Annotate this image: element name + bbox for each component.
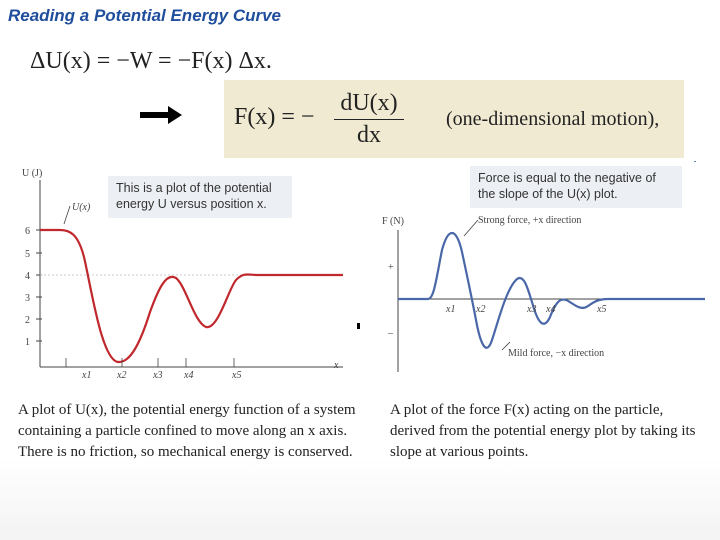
force-curve <box>398 231 705 349</box>
force-caption: A plot of the force F(x) acting on the p… <box>390 402 696 460</box>
plus-tick-label: + <box>388 262 394 273</box>
y-tick-1: 1 <box>25 337 30 348</box>
minus-tick-label: – <box>387 328 394 339</box>
strong-force-label: Strong force, +x direction <box>478 215 581 226</box>
y-axis-label: U (J) <box>22 168 42 179</box>
curve-label: U(x) <box>72 202 91 213</box>
y-tick-6: 6 <box>25 226 30 237</box>
force-x-tick-2: x2 <box>475 304 485 315</box>
slide-title: Reading a Potential Energy Curve <box>8 6 282 25</box>
force-figure: F (N) + – Strong force, +x direction Mil… <box>360 162 708 412</box>
force-callout: Force is equal to the negative of the sl… <box>470 166 682 208</box>
x-tick-2: x2 <box>116 370 126 381</box>
y-tick-4: 4 <box>25 271 30 282</box>
y-tick-labels: 6 5 4 3 2 1 <box>25 226 30 348</box>
force-x-tick-4: x4 <box>545 304 555 315</box>
one-dimensional-note: (one-dimensional motion), <box>446 108 660 130</box>
potential-energy-curve <box>40 228 343 364</box>
potential-energy-figure: U (J) 6 5 4 3 2 1 U(x) x1 x2 x3 x4 <box>18 162 348 384</box>
x-tick-1: x1 <box>81 370 91 381</box>
x-tick-5: x5 <box>231 370 241 381</box>
derivative-fraction: dU(x) dx <box>334 90 404 149</box>
y-tick-5: 5 <box>25 249 30 260</box>
x-tick-3: x3 <box>152 370 162 381</box>
force-equation-lhs: F(x) = − <box>234 104 315 130</box>
force-derivative-equation: F(x) = − dU(x) dx (one-dimensional motio… <box>224 80 684 158</box>
force-plot: F (N) + – Strong force, +x direction Mil… <box>382 215 705 372</box>
force-y-axis-label: F (N) <box>382 216 404 227</box>
force-x-tick-5: x5 <box>596 304 606 315</box>
force-x-tick-3: x3 <box>526 304 536 315</box>
potential-energy-plot: U (J) 6 5 4 3 2 1 U(x) x1 x2 x3 x4 <box>22 168 343 381</box>
mild-force-label: Mild force, −x direction <box>508 348 604 359</box>
y-tick-2: 2 <box>25 315 30 326</box>
x-tick-4: x4 <box>183 370 193 381</box>
potential-energy-caption: A plot of U(x), the potential energy fun… <box>18 402 356 460</box>
force-x-tick-1: x1 <box>445 304 455 315</box>
x-axis-label: x <box>333 360 339 371</box>
fraction-denominator: dx <box>357 122 381 148</box>
work-energy-equation: ΔU(x) = −W = −F(x) Δx. <box>14 40 326 82</box>
potential-callout: This is a plot of the potential energy U… <box>108 176 292 218</box>
right-arrow-icon <box>140 106 182 124</box>
fraction-numerator: dU(x) <box>334 90 404 120</box>
y-tick-3: 3 <box>25 293 30 304</box>
